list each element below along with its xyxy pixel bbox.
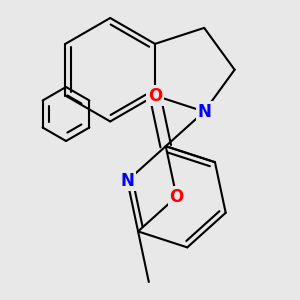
Text: O: O	[148, 87, 162, 105]
Text: N: N	[197, 103, 211, 121]
Text: N: N	[120, 172, 134, 190]
Text: O: O	[169, 188, 184, 206]
